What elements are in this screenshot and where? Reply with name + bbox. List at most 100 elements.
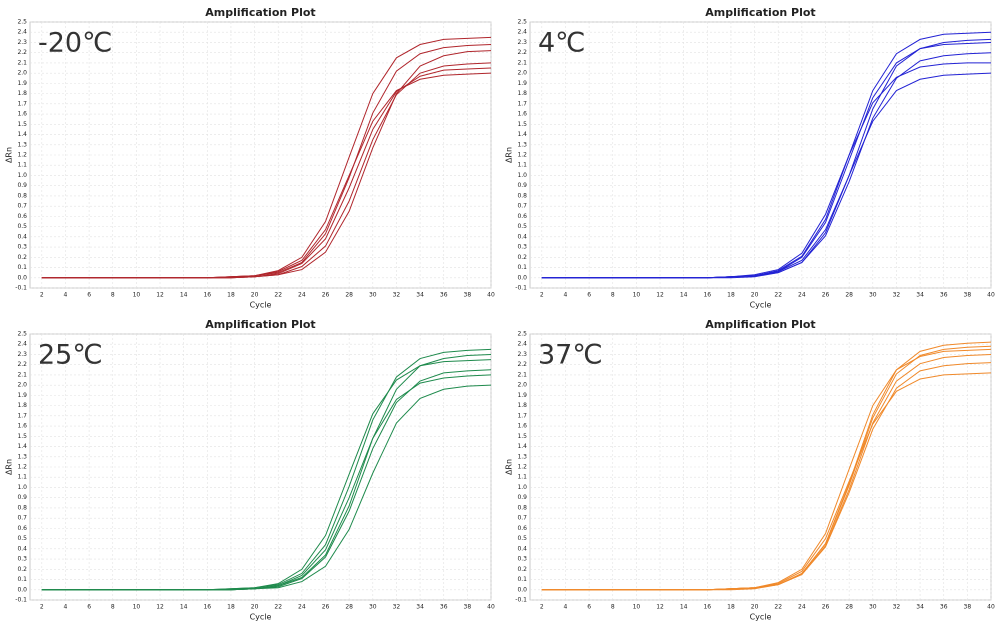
y-tick-label: 0.8: [17, 504, 27, 511]
y-tick-label: 1.1: [517, 474, 527, 481]
y-tick-label: 0.2: [17, 566, 27, 573]
x-tick-label: 18: [227, 604, 235, 611]
x-tick-label: 38: [964, 604, 972, 611]
y-tick-label: 1.2: [517, 152, 527, 159]
x-tick-label: 6: [587, 292, 591, 299]
x-tick-label: 38: [464, 292, 472, 299]
y-tick-label: 0.2: [17, 254, 27, 261]
y-tick-label: 1.0: [517, 484, 527, 491]
y-tick-label: 0.0: [517, 586, 527, 593]
y-tick-label: 0.2: [517, 254, 527, 261]
y-axis-label: ΔRn: [5, 459, 14, 475]
x-tick-label: 36: [440, 604, 448, 611]
x-tick-label: 20: [251, 292, 259, 299]
x-tick-label: 6: [87, 604, 91, 611]
x-axis-label: Cycle: [750, 613, 772, 622]
y-axis-label: ΔRn: [5, 147, 14, 163]
y-tick-label: 1.8: [517, 90, 527, 97]
x-tick-label: 26: [322, 292, 330, 299]
x-tick-label: 4: [564, 292, 568, 299]
y-tick-label: 0.6: [517, 213, 527, 220]
amplification-curve: [41, 67, 492, 279]
y-tick-label: 0.8: [17, 192, 27, 199]
y-tick-label: 0.5: [17, 223, 27, 230]
y-tick-label: 1.9: [17, 80, 27, 87]
y-tick-label: 2.4: [17, 29, 27, 36]
x-tick-label: 12: [656, 292, 664, 299]
x-tick-label: 6: [587, 604, 591, 611]
chart-title: Amplification Plot: [205, 6, 315, 19]
amplification-curve: [541, 52, 992, 279]
x-tick-label: 34: [416, 604, 424, 611]
y-tick-label: 1.1: [17, 474, 27, 481]
x-tick-label: 4: [64, 604, 68, 611]
x-tick-label: 38: [464, 604, 472, 611]
annotation: 4℃: [538, 28, 586, 59]
y-tick-label: 1.1: [517, 162, 527, 169]
y-tick-label: 0.7: [17, 203, 27, 210]
y-tick-label: 0.0: [517, 274, 527, 281]
y-axis-label: ΔRn: [505, 459, 514, 475]
y-axis-label: ΔRn: [505, 147, 514, 163]
x-tick-label: 30: [869, 604, 877, 611]
y-tick-label: 0.3: [517, 244, 527, 251]
x-tick-label: 8: [111, 292, 115, 299]
x-tick-label: 8: [611, 604, 615, 611]
y-tick-label: 0.9: [17, 182, 27, 189]
y-tick-label: 1.2: [17, 464, 27, 471]
y-tick-label: 0.3: [17, 556, 27, 563]
y-tick-label: 2.4: [517, 341, 527, 348]
y-tick-label: 1.3: [517, 453, 527, 460]
y-tick-label: 1.7: [17, 100, 27, 107]
x-tick-label: 16: [703, 292, 711, 299]
x-tick-label: 4: [564, 604, 568, 611]
x-tick-label: 40: [987, 292, 995, 299]
annotation: -20℃: [38, 28, 112, 59]
y-tick-label: 1.9: [517, 80, 527, 87]
y-tick-label: 1.6: [517, 423, 527, 430]
y-tick-label: 1.4: [517, 443, 527, 450]
y-tick-label: 0.5: [517, 535, 527, 542]
y-tick-label: 1.5: [517, 433, 527, 440]
x-tick-label: 40: [487, 292, 495, 299]
x-tick-label: 22: [274, 292, 282, 299]
chart-title: Amplification Plot: [705, 318, 815, 331]
y-tick-label: 0.3: [17, 244, 27, 251]
y-tick-label: 1.0: [17, 172, 27, 179]
y-tick-label: 0.7: [17, 515, 27, 522]
amplification-curve: [541, 353, 992, 591]
y-tick-label: 2.2: [17, 361, 27, 368]
x-tick-label: 32: [393, 292, 401, 299]
x-tick-label: 10: [633, 292, 641, 299]
y-tick-label: 0.0: [17, 274, 27, 281]
x-tick-label: 4: [64, 292, 68, 299]
y-tick-label: 1.1: [17, 162, 27, 169]
x-tick-label: 14: [680, 292, 688, 299]
x-tick-label: 34: [416, 292, 424, 299]
x-tick-label: 22: [774, 292, 782, 299]
y-tick-label: 0.6: [517, 525, 527, 532]
y-tick-label: 0.1: [17, 576, 27, 583]
x-tick-label: 14: [180, 292, 188, 299]
y-tick-label: 0.9: [17, 494, 27, 501]
y-tick-label: 2.3: [517, 39, 527, 46]
y-tick-label: 2.0: [17, 70, 27, 77]
y-tick-label: 0.7: [517, 515, 527, 522]
x-tick-label: 38: [964, 292, 972, 299]
annotation: 25℃: [38, 340, 103, 371]
x-tick-label: 16: [203, 604, 211, 611]
x-axis-label: Cycle: [750, 301, 772, 310]
x-tick-label: 10: [133, 604, 141, 611]
y-tick-label: 2.0: [17, 382, 27, 389]
y-tick-label: 0.2: [517, 566, 527, 573]
y-tick-label: 1.9: [17, 392, 27, 399]
x-tick-label: 32: [393, 604, 401, 611]
y-tick-label: 0.9: [517, 182, 527, 189]
x-tick-label: 26: [822, 604, 830, 611]
y-tick-label: 2.1: [17, 59, 27, 66]
y-tick-label: 1.9: [517, 392, 527, 399]
panel: Amplification Plot -0.1 0.0 0.1 0.2 0.3 0.4 0.5…: [505, 318, 995, 622]
panel: Amplification Plot -0.1 0.0 0.1 0.2 0.3 0.4 0.5…: [505, 6, 995, 310]
x-tick-label: 32: [893, 292, 901, 299]
y-tick-label: 0.4: [17, 233, 27, 240]
